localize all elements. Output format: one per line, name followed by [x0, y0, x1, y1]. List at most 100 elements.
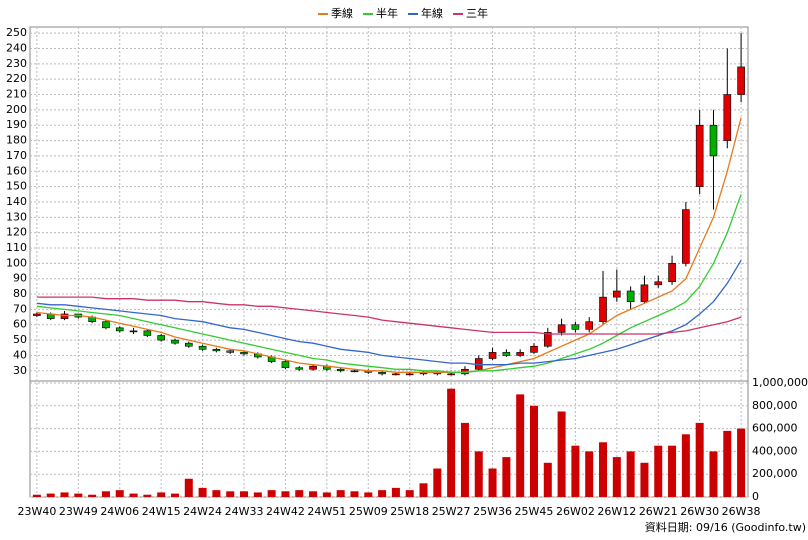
x-tick-label: 23W40 [17, 505, 56, 518]
candle-body [530, 345, 538, 353]
y-tick-label: 140 [6, 195, 27, 208]
x-tick-label: 26W21 [639, 505, 678, 518]
candle-body [405, 373, 414, 376]
candle-body [198, 345, 207, 350]
ma-line [36, 296, 742, 335]
y-tick-label: 80 [13, 287, 27, 300]
candle-body [488, 352, 497, 359]
y2-tick-label: 800,000 [752, 399, 798, 412]
candle-body [281, 361, 290, 369]
candle-body [60, 313, 69, 319]
x-tick-label: 24W06 [100, 505, 139, 518]
candle-body [737, 66, 745, 95]
volume-bar [226, 491, 235, 497]
volume-bar [101, 491, 110, 497]
y-tick-label: 170 [6, 149, 27, 162]
candle-body [157, 335, 165, 341]
y2-tick-label: 200,000 [752, 467, 798, 480]
volume-bar [212, 490, 221, 497]
y2-tick-label: 400,000 [752, 444, 798, 457]
volume-bar [74, 493, 83, 497]
candle-body [557, 324, 566, 333]
volume-bar [322, 492, 331, 497]
volume-bar [157, 492, 166, 497]
volume-bar [529, 405, 538, 497]
candle-body [309, 365, 317, 370]
x-tick-label: 26W38 [722, 505, 761, 518]
candle-body [599, 296, 607, 322]
volume-bar [143, 494, 152, 497]
volume-bar [253, 492, 262, 497]
volume-bar [46, 493, 55, 497]
candle-body [709, 124, 718, 157]
candle-body [626, 290, 635, 303]
volume-bar [295, 490, 304, 497]
volume-bar [488, 468, 497, 497]
candle-body [654, 281, 663, 286]
volume-bar [433, 468, 442, 497]
y-tick-label: 60 [13, 318, 27, 331]
volume-bar [378, 490, 387, 497]
y-tick-label: 30 [13, 364, 27, 377]
volume-bar [88, 494, 97, 497]
x-tick-label: 25W36 [473, 505, 512, 518]
candle-body [171, 339, 179, 344]
x-tick-label: 25W27 [432, 505, 471, 518]
x-tick-label: 26W30 [680, 505, 719, 518]
volume-bar [695, 422, 704, 497]
volume-bar [129, 493, 138, 497]
volume-bar [60, 492, 69, 497]
volume-bar [336, 490, 345, 497]
x-tick-label: 25W18 [390, 505, 429, 518]
volume-bar [626, 451, 635, 497]
x-tick-label: 26W12 [597, 505, 636, 518]
y-tick-label: 130 [6, 210, 27, 223]
candle-body [240, 352, 248, 355]
volume-bar [405, 490, 414, 497]
x-tick-label: 24W51 [307, 505, 346, 518]
volume-bar [737, 428, 746, 497]
volume-bar [350, 491, 359, 497]
volume-bar [309, 491, 318, 497]
y-tick-label: 100 [6, 256, 27, 269]
volume-bar [184, 478, 193, 497]
y-tick-label: 120 [6, 226, 27, 239]
y-tick-label: 220 [6, 72, 27, 85]
candle-body [502, 352, 511, 356]
candle-body [336, 368, 345, 372]
volume-bar [723, 430, 732, 497]
volume-bar [668, 445, 677, 497]
x-tick-label: 25W09 [349, 505, 388, 518]
volume-bar [364, 492, 373, 497]
y-tick-label: 90 [13, 272, 27, 285]
y2-tick-label: 0 [752, 490, 759, 503]
x-tick-label: 23W49 [59, 505, 98, 518]
legend-label: 半年 [376, 6, 398, 20]
candle-body [682, 209, 690, 264]
legend-label: 季線 [331, 6, 353, 20]
volume-bar [391, 487, 400, 497]
candle-body [695, 124, 704, 187]
y-tick-label: 230 [6, 57, 27, 70]
candle-body [33, 313, 41, 316]
y-tick-label: 200 [6, 103, 27, 116]
volume-bar [460, 422, 469, 497]
plot-frame [29, 26, 749, 498]
candle-body [102, 321, 110, 329]
candle-body [115, 327, 124, 332]
volume-bar [543, 462, 552, 497]
volume-bar [198, 487, 207, 497]
x-tick-label: 26W02 [556, 505, 595, 518]
y-tick-label: 160 [6, 164, 27, 177]
volume-bar [115, 490, 124, 497]
candle-body [295, 367, 304, 370]
volume-bar [447, 388, 456, 497]
volume-bar [419, 483, 428, 497]
volume-bar [502, 457, 511, 497]
y-tick-label: 250 [6, 26, 27, 39]
candle-body [129, 330, 138, 333]
ma-line [36, 194, 742, 373]
candle-body [723, 94, 732, 141]
volume-bar [709, 451, 718, 497]
